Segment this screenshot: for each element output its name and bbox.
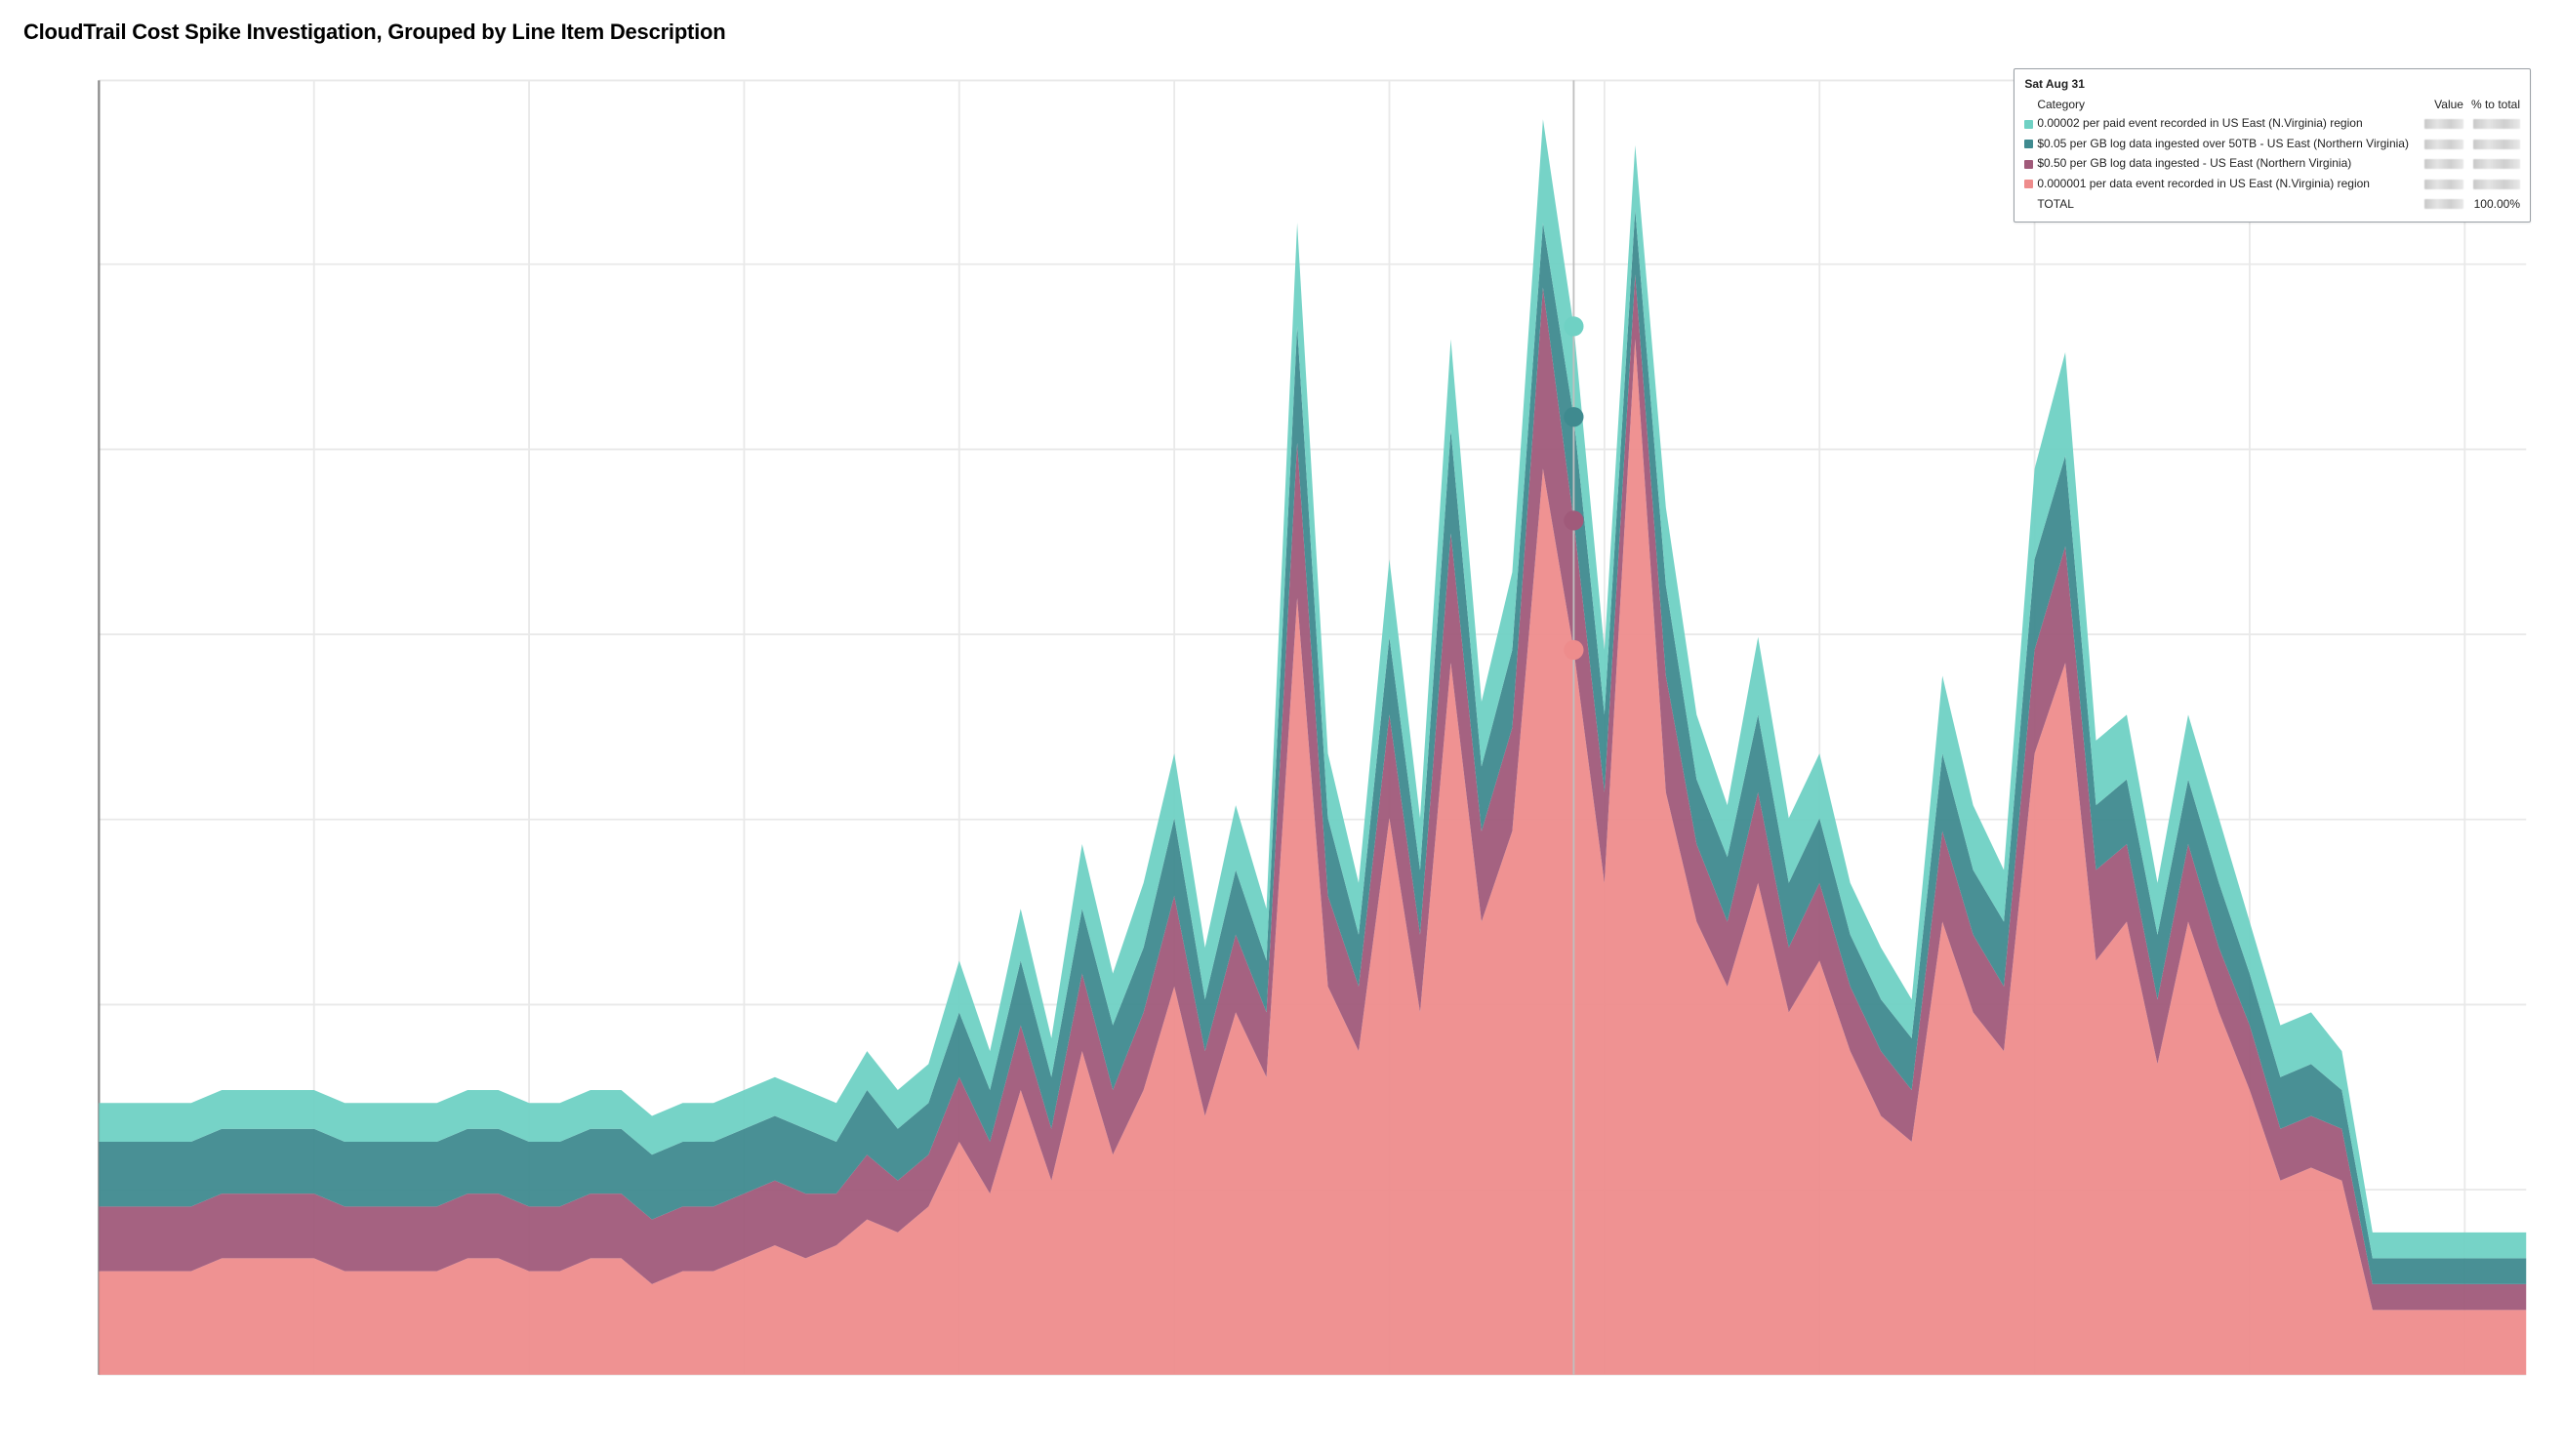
tooltip-col-category: Category xyxy=(2024,96,2417,114)
tooltip-col-value: Value xyxy=(2417,96,2463,114)
hover-marker xyxy=(1564,316,1583,336)
hover-marker xyxy=(1564,510,1583,530)
area-chart[interactable] xyxy=(23,62,2541,1393)
tooltip-table: Category Value % to total 0.00002 per pa… xyxy=(2024,96,2520,215)
tooltip-col-pct: % to total xyxy=(2463,96,2520,114)
tooltip-row: $0.05 per GB log data ingested over 50TB… xyxy=(2024,134,2520,154)
hover-marker xyxy=(1564,640,1583,660)
tooltip-row: 0.000001 per data event recorded in US E… xyxy=(2024,174,2520,194)
tooltip-total-row: TOTAL100.00% xyxy=(2024,194,2520,215)
chart-container: Sat Aug 31 Category Value % to total 0.0… xyxy=(23,62,2541,1393)
page-title: CloudTrail Cost Spike Investigation, Gro… xyxy=(23,20,2541,45)
tooltip-row: $0.50 per GB log data ingested - US East… xyxy=(2024,153,2520,174)
tooltip-row: 0.00002 per paid event recorded in US Ea… xyxy=(2024,113,2520,134)
tooltip-date: Sat Aug 31 xyxy=(2024,75,2520,94)
chart-tooltip: Sat Aug 31 Category Value % to total 0.0… xyxy=(2014,68,2531,222)
hover-marker xyxy=(1564,407,1583,426)
